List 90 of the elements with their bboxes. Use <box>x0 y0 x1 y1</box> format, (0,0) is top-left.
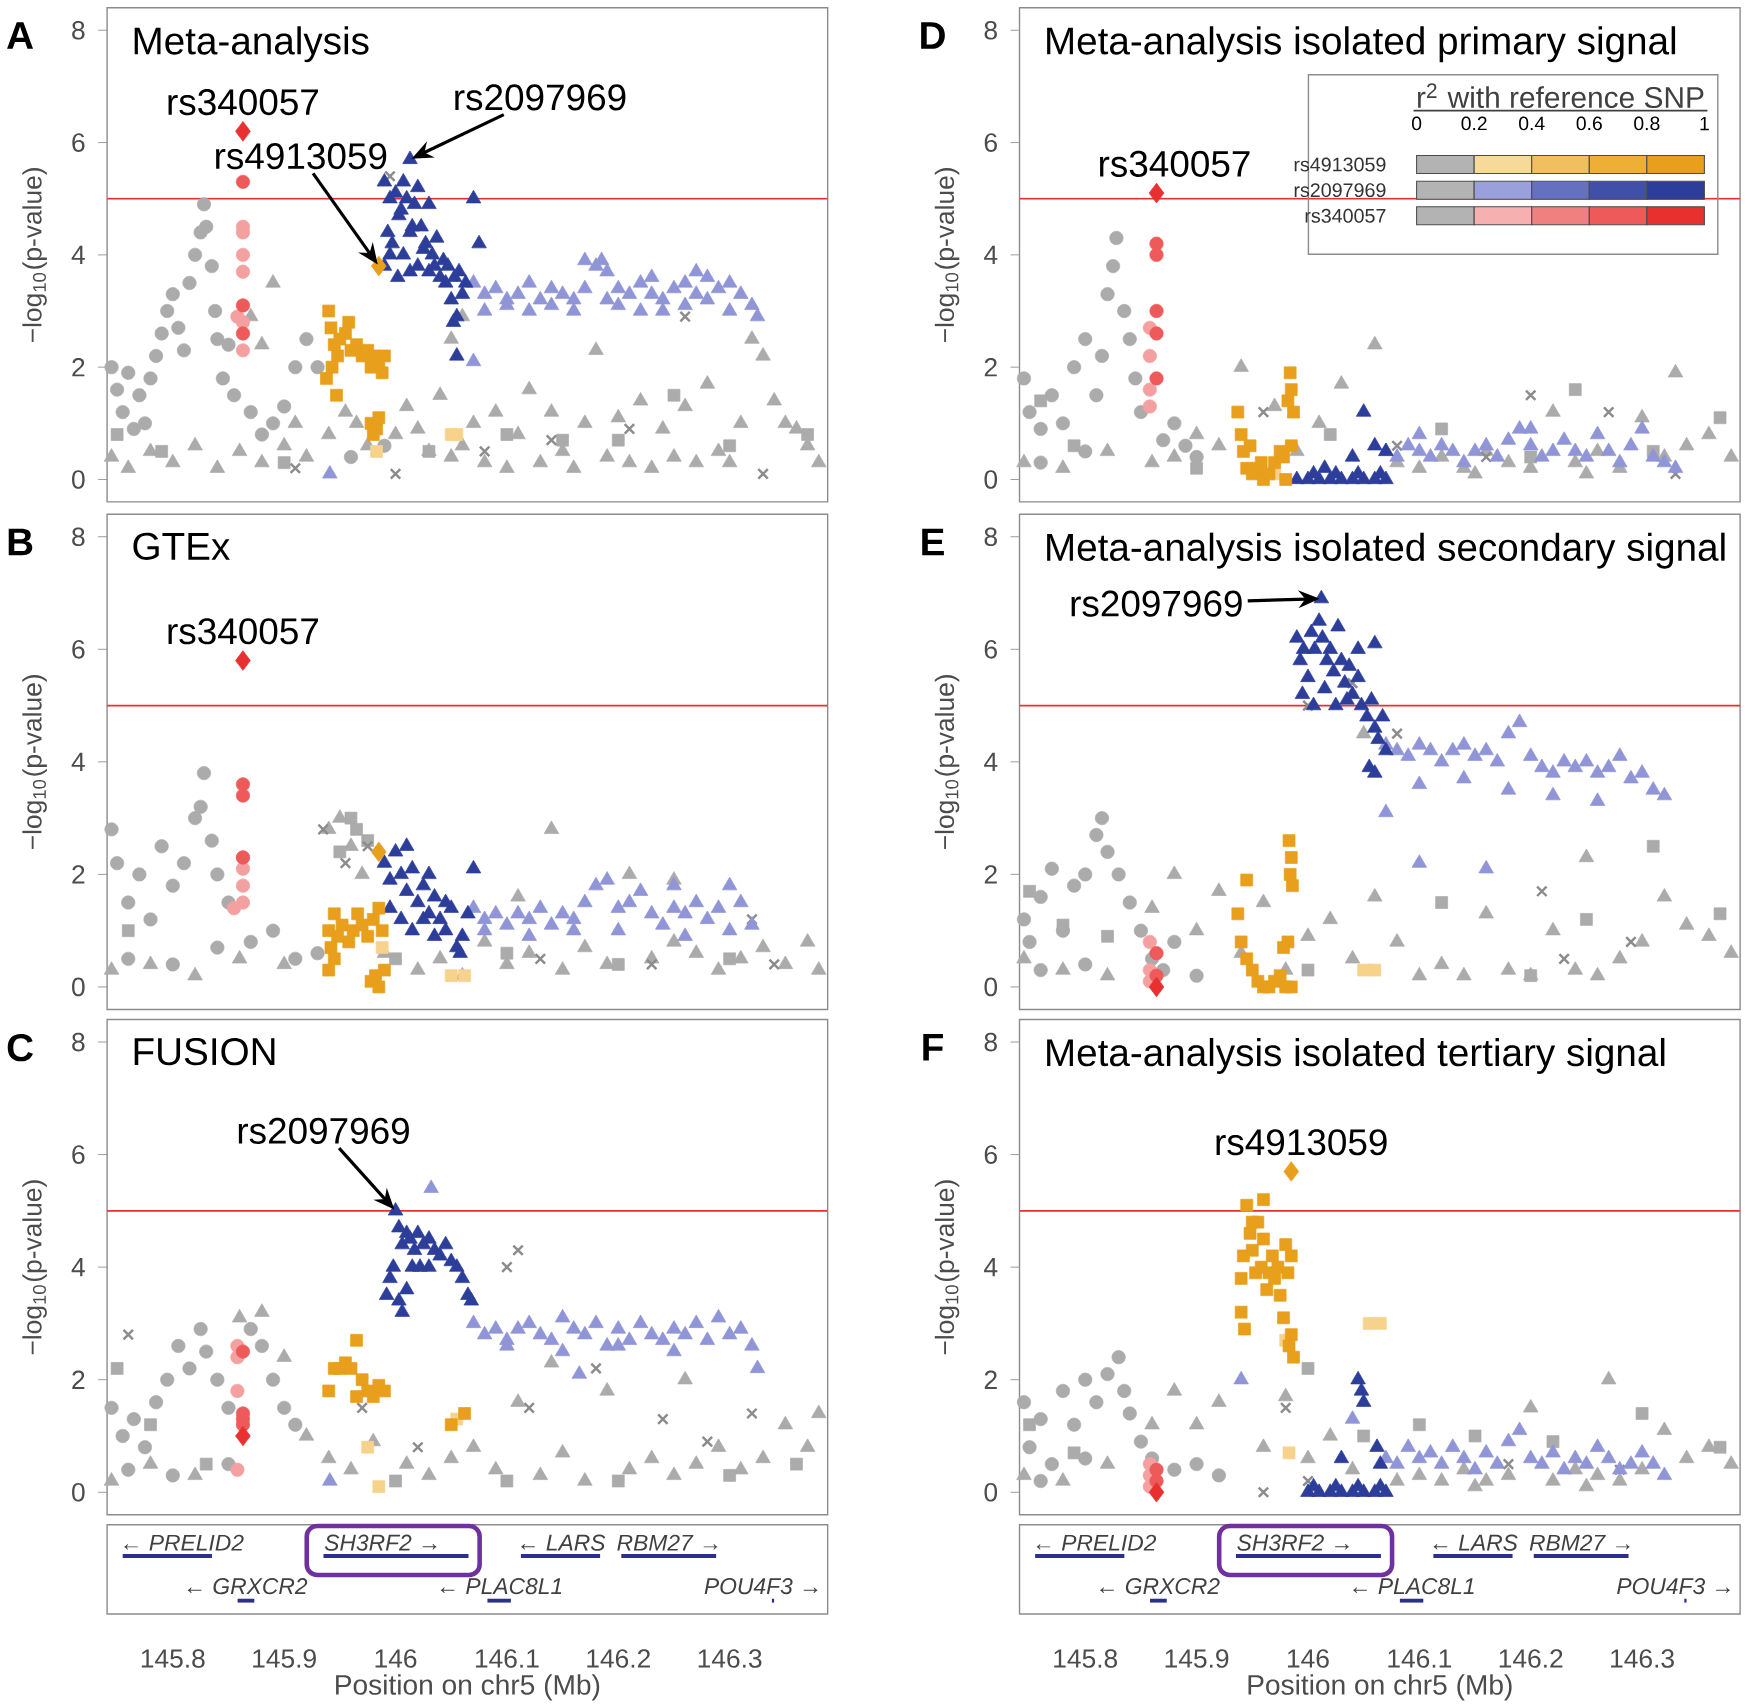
text: SH3RF2 → <box>324 1534 437 1551</box>
y-tick-label: 6 <box>72 133 85 153</box>
y-axis-title: −log$_{10}$(p-value) <box>934 675 960 850</box>
y-tick-label: 2 <box>984 358 997 377</box>
x-tick-label: 145.8 <box>1054 1649 1118 1668</box>
x-tick-label: 146 <box>1287 1649 1329 1668</box>
y-tick-label: 0 <box>984 977 998 997</box>
x-tick-label: 0.6 <box>1576 116 1602 131</box>
x-tick-label: 146.3 <box>698 1649 762 1668</box>
annotation: rs4913059 <box>216 143 387 170</box>
x-axis-title: Position on chr5 (Mb) <box>1248 1674 1512 1701</box>
y-tick-label: 8 <box>72 527 85 547</box>
y-axis-title: −log$_{10}$(p-value) <box>22 675 47 850</box>
text: C <box>7 1034 33 1062</box>
text: ← PRELID2 <box>124 1534 244 1551</box>
y-tick-label: 8 <box>984 527 997 547</box>
chart-title: Meta-analysis isolated secondary signal <box>1047 532 1725 569</box>
y-tick-label: 6 <box>72 640 85 659</box>
y-axis-title: −log$_{10}$(p-value) <box>22 168 47 343</box>
text: E <box>922 528 944 556</box>
x-tick-label: 1 <box>1700 117 1709 131</box>
text: ← GRXCR2 <box>1100 1578 1220 1595</box>
y-tick-label: 6 <box>72 1145 85 1165</box>
x-tick-label: 0.2 <box>1461 116 1487 131</box>
text: ← GRXCR2 <box>187 1578 308 1595</box>
y-axis-title: −log$_{10}$(p-value) <box>22 1180 47 1355</box>
y-tick-label: 2 <box>72 865 85 884</box>
y-tick-label: 6 <box>984 640 997 659</box>
x-tick-label: 146.3 <box>1611 1649 1674 1668</box>
text: F <box>923 1034 943 1061</box>
text: ← PLAC8L1 <box>440 1578 562 1595</box>
y-axis-title: −log$_{10}$(p-value) <box>934 1180 960 1355</box>
y-tick-label: 6 <box>984 1145 997 1165</box>
x-tick-label: 145.9 <box>1165 1649 1229 1668</box>
annotation: rs340057 <box>168 89 318 116</box>
y-tick-label: 6 <box>984 133 997 153</box>
text: ← PLAC8L1 <box>1353 1578 1474 1595</box>
x-tick-label: 146.1 <box>1388 1649 1452 1668</box>
y-tick-label: 4 <box>984 245 998 265</box>
annotation: rs2097969 <box>1071 590 1242 617</box>
x-tick-label: 0 <box>1412 116 1422 131</box>
text: POU4F3 → <box>704 1578 818 1595</box>
y-tick-label: 4 <box>71 752 85 772</box>
y-tick-label: 4 <box>984 752 998 772</box>
chart-title: FUSION <box>134 1038 275 1066</box>
x-tick-label: 0.8 <box>1634 116 1660 131</box>
text: RBM27 → <box>1529 1534 1630 1551</box>
y-tick-label: 0 <box>72 977 85 997</box>
x-tick-label: 146.2 <box>1499 1649 1563 1668</box>
text: B <box>8 528 33 556</box>
text: SH3RF2 → <box>1237 1534 1349 1551</box>
y-tick-label: 8 <box>72 21 85 40</box>
x-tick-label: 146.1 <box>475 1649 539 1668</box>
chart-title: r$^{2}$ with reference SNP <box>1417 83 1704 109</box>
annotation: rs2097969 <box>455 84 626 111</box>
annotation: rs340057 <box>168 618 318 645</box>
y-tick-label: 8 <box>72 1032 85 1052</box>
text: ← LARS <box>1433 1534 1518 1551</box>
x-tick-label: 145.8 <box>141 1649 205 1668</box>
text: RBM27 → <box>617 1534 718 1551</box>
y-tick-label: 8 <box>984 21 997 40</box>
y-tick-label: 0 <box>984 1483 998 1502</box>
chart-title: Meta-analysis <box>134 26 369 63</box>
annotation: rs2097969 <box>238 1117 409 1145</box>
chart-title: GTEx <box>133 532 230 561</box>
chart-title: Meta-analysis isolated tertiary signal <box>1047 1038 1665 1075</box>
annotation: rs340057 <box>1099 150 1250 178</box>
y-tick-label: 2 <box>984 1370 997 1390</box>
y-tick-label: 0 <box>984 470 998 489</box>
x-tick-label: 145.9 <box>253 1649 316 1668</box>
y-tick-label: 4 <box>71 245 85 265</box>
text: ← LARS <box>521 1534 606 1551</box>
x-tick-label: 146.2 <box>587 1649 650 1668</box>
y-tick-label: 2 <box>984 865 997 884</box>
x-tick-label: 0.4 <box>1519 116 1545 131</box>
y-tick-label: 0 <box>72 470 85 489</box>
x-axis-title: Position on chr5 (Mb) <box>336 1674 600 1701</box>
y-axis-title: −log$_{10}$(p-value) <box>934 168 960 343</box>
x-tick-label: 146 <box>375 1649 417 1668</box>
text: A <box>7 22 34 49</box>
y-tick-label: 2 <box>72 358 85 377</box>
text: POU4F3 → <box>1617 1578 1730 1595</box>
y-tick-label: 4 <box>71 1258 85 1277</box>
text: ← PRELID2 <box>1036 1534 1157 1551</box>
y-tick-label: 0 <box>72 1483 85 1502</box>
text: D <box>921 22 945 49</box>
chart-title: Meta-analysis isolated primary signal <box>1047 26 1676 63</box>
y-tick-label: 8 <box>984 1032 997 1052</box>
y-tick-label: 4 <box>984 1258 998 1277</box>
y-tick-label: 2 <box>72 1370 85 1390</box>
